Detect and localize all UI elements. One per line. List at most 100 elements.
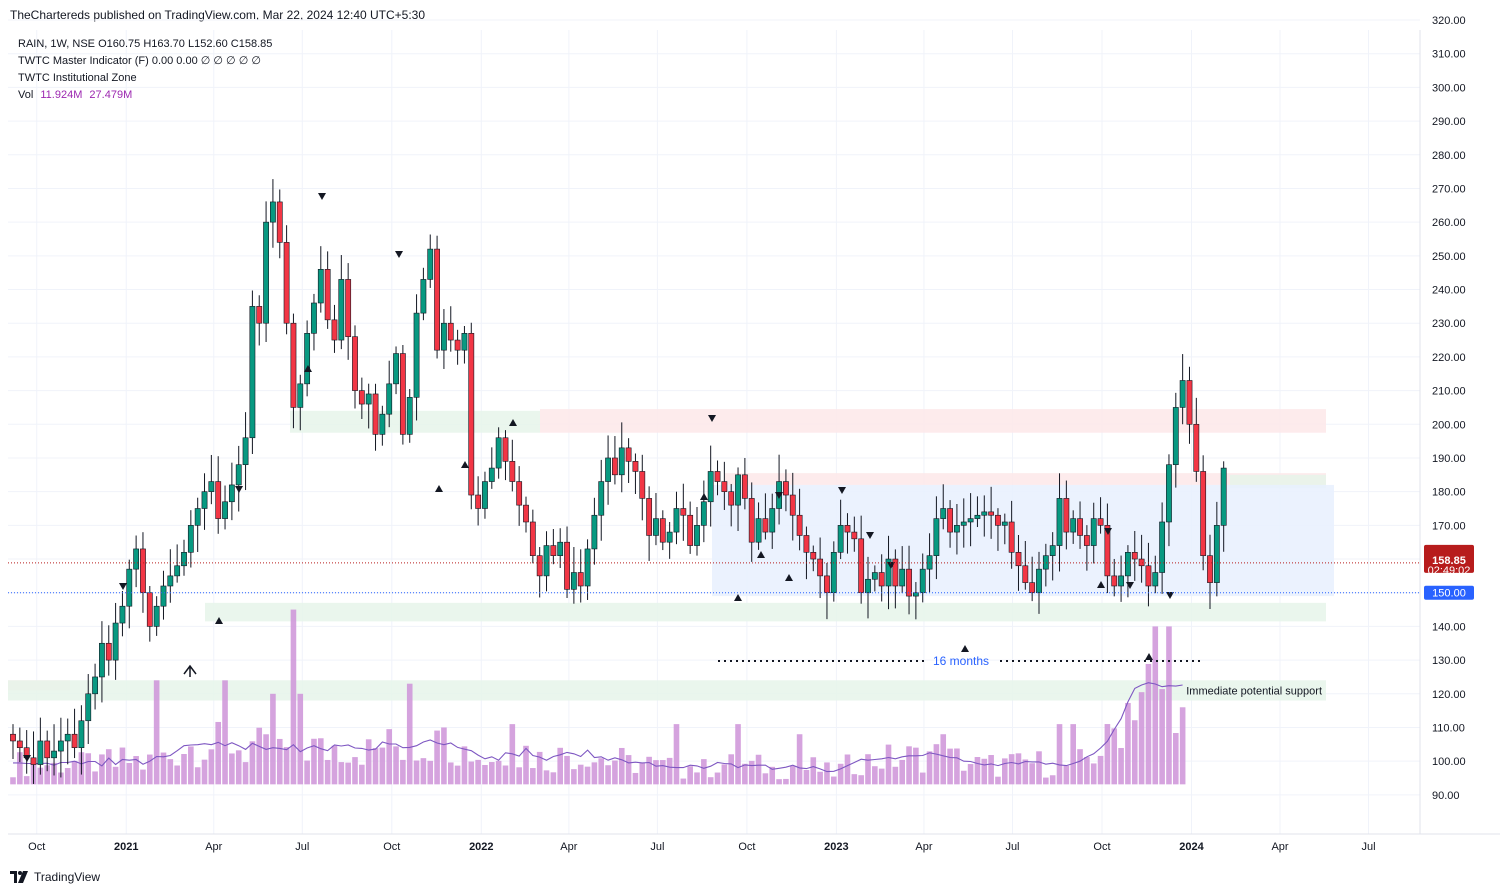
sell-signal-icon[interactable] (318, 193, 326, 200)
candle[interactable] (393, 346, 399, 395)
volume-bar[interactable] (762, 773, 769, 785)
candle[interactable] (249, 290, 256, 455)
volume-bar[interactable] (201, 759, 208, 785)
candle[interactable] (1097, 497, 1104, 534)
candle[interactable] (735, 467, 741, 531)
sell-signal-icon[interactable] (1104, 528, 1112, 535)
volume-bar[interactable] (817, 771, 823, 785)
volume-bar[interactable] (235, 750, 242, 785)
volume-bar[interactable] (489, 762, 495, 785)
volume-bar[interactable] (783, 778, 789, 785)
buy-signal-icon[interactable] (435, 485, 443, 492)
volume-bar[interactable] (776, 779, 782, 785)
volume-bar[interactable] (10, 777, 16, 785)
volume-bar[interactable] (618, 747, 625, 785)
candle[interactable] (550, 529, 557, 565)
candle[interactable] (598, 459, 605, 541)
candle[interactable] (1063, 480, 1070, 550)
candle[interactable] (981, 495, 988, 537)
candle[interactable] (187, 510, 194, 568)
volume-bar[interactable] (653, 760, 659, 785)
volume-bar[interactable] (625, 755, 632, 785)
candle[interactable] (461, 325, 468, 364)
volume-bar[interactable] (229, 753, 235, 785)
candle[interactable] (1001, 513, 1008, 545)
volume-bar[interactable] (543, 770, 550, 785)
volume-bar[interactable] (181, 754, 187, 785)
candle[interactable] (427, 234, 434, 288)
volume-bar[interactable] (495, 760, 502, 785)
candle[interactable] (324, 251, 331, 329)
volume-bar[interactable] (283, 747, 290, 785)
buy-signal-icon[interactable] (215, 617, 223, 624)
candle[interactable] (954, 504, 960, 555)
candle[interactable] (44, 730, 51, 772)
volume-bar[interactable] (701, 759, 707, 785)
volume-bar[interactable] (646, 756, 652, 785)
candle[interactable] (523, 496, 529, 533)
volume-bar[interactable] (263, 734, 269, 785)
volume-bar[interactable] (1179, 707, 1186, 785)
candle[interactable] (817, 537, 824, 599)
candle[interactable] (228, 462, 235, 521)
volume-bar[interactable] (1084, 757, 1090, 785)
volume-bar[interactable] (837, 763, 844, 785)
volume-bar[interactable] (420, 758, 427, 785)
volume-bar[interactable] (789, 765, 796, 785)
candle[interactable] (947, 500, 953, 548)
candle[interactable] (796, 488, 803, 551)
volume-bar[interactable] (64, 768, 71, 785)
volume-bar[interactable] (352, 757, 358, 785)
volume-bar[interactable] (742, 763, 748, 785)
volume-bar[interactable] (1063, 765, 1070, 785)
tradingview-logo-icon[interactable] (10, 871, 28, 883)
candle[interactable] (92, 663, 98, 710)
volume-bar[interactable] (831, 776, 837, 785)
volume-bar[interactable] (188, 746, 194, 785)
candle[interactable] (201, 473, 208, 530)
candle[interactable] (37, 717, 44, 775)
candle[interactable] (146, 585, 153, 642)
candle[interactable] (783, 469, 789, 512)
sell-signal-icon[interactable] (1126, 582, 1134, 589)
volume-bar[interactable] (1022, 759, 1029, 785)
candle[interactable] (851, 516, 858, 552)
volume-bar[interactable] (954, 748, 960, 785)
candle[interactable] (1077, 501, 1083, 549)
volume-bar[interactable] (947, 748, 953, 785)
sell-signal-icon[interactable] (838, 487, 846, 494)
volume-bar[interactable] (126, 762, 133, 785)
candle[interactable] (140, 532, 146, 613)
volume-bar[interactable] (1043, 777, 1049, 785)
volume-bar[interactable] (878, 768, 885, 785)
sell-signal-icon[interactable] (119, 583, 127, 590)
volume-bar[interactable] (17, 752, 23, 785)
candle[interactable] (584, 539, 591, 600)
candle[interactable] (529, 509, 536, 564)
volume-bar[interactable] (1077, 749, 1083, 785)
volume-bar[interactable] (673, 724, 680, 785)
candle[interactable] (919, 553, 926, 603)
volume-bar[interactable] (92, 771, 98, 785)
candle[interactable] (748, 482, 755, 562)
volume-bar[interactable] (995, 776, 1001, 785)
buy-signal-icon[interactable] (1097, 581, 1105, 588)
volume-bar[interactable] (441, 727, 447, 785)
volume-bar[interactable] (960, 770, 967, 785)
candle[interactable] (208, 454, 215, 505)
volume-bar[interactable] (755, 754, 762, 785)
candle[interactable] (714, 460, 721, 496)
candle[interactable] (441, 309, 447, 369)
symbol-ohlc-line[interactable]: RAIN, 1W, NSE O160.75 H163.70 L152.60 C1… (18, 38, 273, 50)
candle[interactable] (700, 480, 707, 543)
candle[interactable] (420, 267, 427, 321)
volume-bar[interactable] (523, 745, 529, 785)
candle[interactable] (57, 717, 64, 778)
candle[interactable] (413, 294, 420, 421)
candle[interactable] (215, 456, 222, 534)
volume-bar[interactable] (1015, 753, 1022, 785)
volume-bar[interactable] (37, 767, 44, 785)
candle[interactable] (311, 293, 317, 351)
candle[interactable] (892, 549, 899, 609)
candle[interactable] (372, 383, 379, 451)
